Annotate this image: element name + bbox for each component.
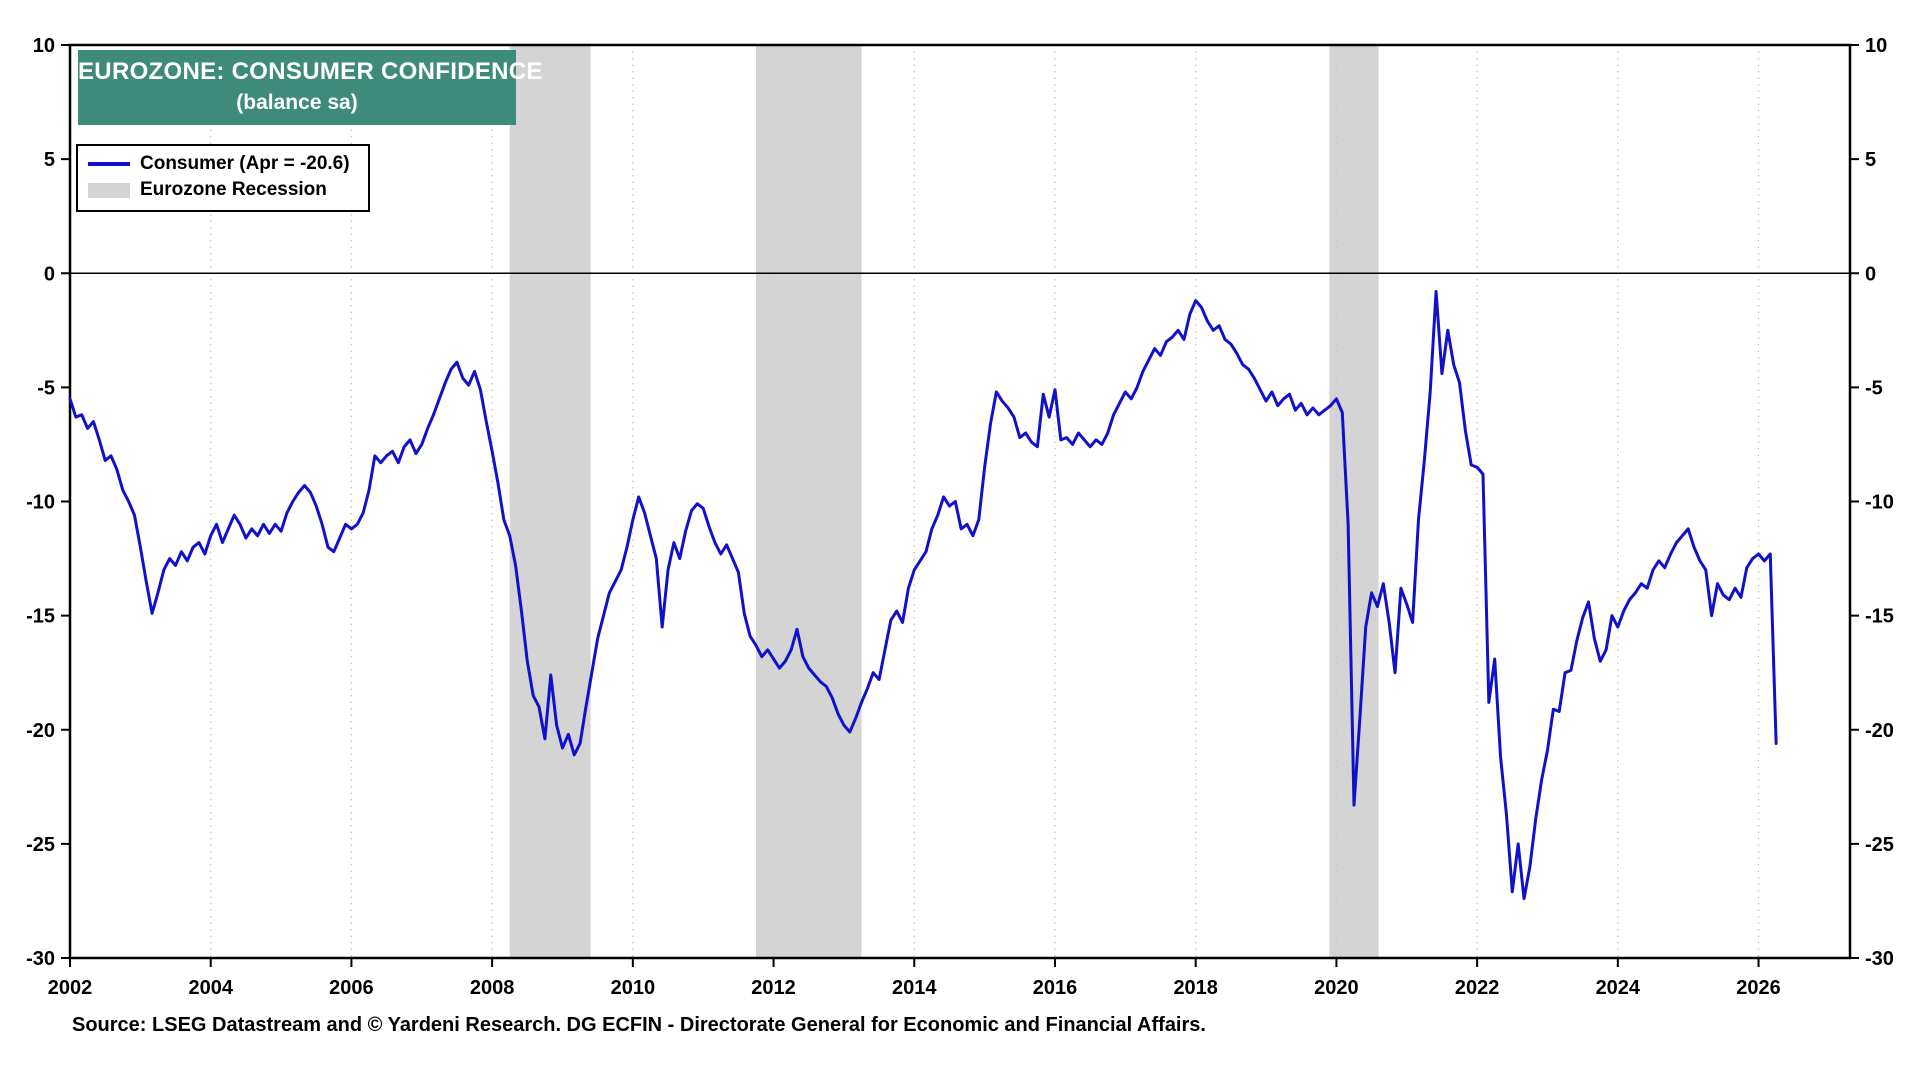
y-tick-label-left: -25 bbox=[26, 834, 55, 856]
y-tick-label-right: 10 bbox=[1865, 35, 1887, 57]
recession-band bbox=[755, 45, 862, 958]
y-tick-label-left: -5 bbox=[37, 377, 55, 399]
x-tick-label: 2012 bbox=[751, 977, 796, 999]
x-tick-label: 2006 bbox=[329, 977, 374, 999]
legend-consumer-label: Consumer (Apr = -20.6) bbox=[140, 153, 350, 174]
plot-border bbox=[68, 43, 1852, 960]
y-tick-label-right: -25 bbox=[1865, 834, 1894, 856]
chart-title-box: EUROZONE: CONSUMER CONFIDENCE (balance s… bbox=[78, 50, 543, 125]
y-tick-label-right: -20 bbox=[1865, 720, 1894, 742]
x-tick-label: 2010 bbox=[611, 977, 656, 999]
legend-item-consumer: Consumer (Apr = -20.6) bbox=[88, 151, 350, 177]
chart-title: EUROZONE: CONSUMER CONFIDENCE bbox=[78, 58, 543, 85]
legend: Consumer (Apr = -20.6) Eurozone Recessio… bbox=[76, 144, 370, 212]
x-tick-label: 2004 bbox=[188, 977, 233, 999]
recession-swatch bbox=[88, 182, 130, 198]
source-note: Source: LSEG Datastream and © Yardeni Re… bbox=[72, 1014, 1206, 1036]
y-tick-label-left: -30 bbox=[26, 948, 55, 970]
y-tick-label-left: -10 bbox=[26, 492, 55, 514]
y-tick-label-right: 5 bbox=[1865, 149, 1876, 171]
x-tick-label: 2016 bbox=[1033, 977, 1078, 999]
x-tick-label: 2024 bbox=[1596, 977, 1641, 999]
y-tick-label-right: -30 bbox=[1865, 948, 1894, 970]
y-tick-label-right: -15 bbox=[1865, 606, 1894, 628]
x-tick-label: 2008 bbox=[470, 977, 515, 999]
legend-item-recession: Eurozone Recession bbox=[88, 177, 350, 203]
x-tick-label: 2018 bbox=[1173, 977, 1218, 999]
chart-subtitle: (balance sa) bbox=[236, 91, 358, 114]
x-tick-label: 2020 bbox=[1314, 977, 1359, 999]
y-tick-label-left: 5 bbox=[44, 149, 55, 171]
consumer-line bbox=[68, 290, 1778, 901]
y-tick-label-right: -10 bbox=[1865, 492, 1894, 514]
x-tick-label: 2014 bbox=[892, 977, 937, 999]
y-tick-label-left: -20 bbox=[26, 720, 55, 742]
y-tick-label-right: 0 bbox=[1865, 263, 1876, 285]
x-tick-label: 2026 bbox=[1736, 977, 1781, 999]
recession-band bbox=[509, 45, 591, 958]
y-tick-label-left: -15 bbox=[26, 606, 55, 628]
consumer-line-swatch bbox=[88, 162, 130, 166]
y-tick-label-left: 0 bbox=[44, 263, 55, 285]
x-tick-label: 2022 bbox=[1455, 977, 1500, 999]
legend-recession-label: Eurozone Recession bbox=[140, 179, 327, 200]
y-tick-label-right: -5 bbox=[1865, 377, 1883, 399]
x-tick-label: 2002 bbox=[48, 977, 93, 999]
y-tick-label-left: 10 bbox=[33, 35, 55, 57]
